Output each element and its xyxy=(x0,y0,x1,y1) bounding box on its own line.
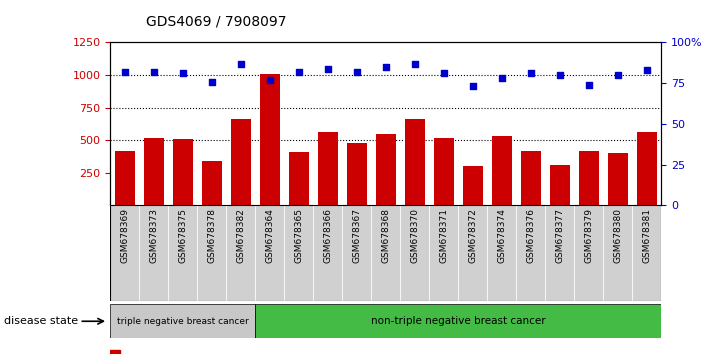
Text: GSM678369: GSM678369 xyxy=(120,208,129,263)
Text: GSM678365: GSM678365 xyxy=(294,208,303,263)
Text: GSM678371: GSM678371 xyxy=(439,208,448,263)
Bar xyxy=(139,205,169,301)
Bar xyxy=(255,205,284,301)
Bar xyxy=(636,132,657,205)
Point xyxy=(293,69,304,75)
Point xyxy=(177,70,188,76)
Bar xyxy=(579,151,599,205)
Text: GSM678368: GSM678368 xyxy=(381,208,390,263)
Point xyxy=(496,75,508,81)
Bar xyxy=(197,205,226,301)
Bar xyxy=(114,150,135,205)
Text: GSM678370: GSM678370 xyxy=(410,208,419,263)
Point xyxy=(554,72,565,78)
Bar xyxy=(342,205,371,301)
Bar xyxy=(603,205,632,301)
Bar xyxy=(400,205,429,301)
Point xyxy=(380,64,391,70)
Point xyxy=(235,61,247,67)
Text: GSM678379: GSM678379 xyxy=(584,208,593,263)
Bar xyxy=(226,205,255,301)
Point xyxy=(409,61,420,67)
Bar xyxy=(255,304,661,338)
Point xyxy=(119,69,130,75)
Bar xyxy=(632,205,661,301)
Text: GSM678375: GSM678375 xyxy=(178,208,187,263)
Text: GSM678374: GSM678374 xyxy=(497,208,506,263)
Bar xyxy=(458,205,487,301)
Point xyxy=(641,67,653,73)
Text: GDS4069 / 7908097: GDS4069 / 7908097 xyxy=(146,14,287,28)
Bar xyxy=(463,166,483,205)
Bar xyxy=(110,205,139,301)
Text: GSM678378: GSM678378 xyxy=(207,208,216,263)
Text: GSM678381: GSM678381 xyxy=(642,208,651,263)
Point xyxy=(206,79,218,84)
Bar xyxy=(429,205,458,301)
Bar xyxy=(201,161,222,205)
Text: GSM678376: GSM678376 xyxy=(526,208,535,263)
Bar xyxy=(487,205,516,301)
Text: GSM678366: GSM678366 xyxy=(324,208,332,263)
Text: GSM678372: GSM678372 xyxy=(469,208,477,263)
Bar xyxy=(173,139,193,205)
Point xyxy=(322,66,333,72)
Text: disease state: disease state xyxy=(4,316,77,326)
Bar xyxy=(608,153,628,205)
Text: GSM678382: GSM678382 xyxy=(236,208,245,263)
Bar xyxy=(405,119,425,205)
Bar xyxy=(491,136,512,205)
Point xyxy=(525,70,536,76)
Text: GSM678364: GSM678364 xyxy=(265,208,274,263)
Text: GSM678377: GSM678377 xyxy=(555,208,565,263)
Bar xyxy=(169,205,197,301)
Text: non-triple negative breast cancer: non-triple negative breast cancer xyxy=(371,316,545,326)
Text: GSM678373: GSM678373 xyxy=(149,208,159,263)
Bar xyxy=(284,205,314,301)
Bar xyxy=(110,350,120,354)
Bar xyxy=(550,165,570,205)
Text: GSM678367: GSM678367 xyxy=(352,208,361,263)
Point xyxy=(583,82,594,88)
Bar xyxy=(520,151,541,205)
Text: GSM678380: GSM678380 xyxy=(613,208,622,263)
Point xyxy=(148,69,159,75)
Point xyxy=(438,70,449,76)
Bar xyxy=(434,138,454,205)
Bar xyxy=(516,205,545,301)
Bar xyxy=(314,205,342,301)
Bar xyxy=(289,152,309,205)
Bar xyxy=(230,119,251,205)
Bar xyxy=(371,205,400,301)
Text: triple negative breast cancer: triple negative breast cancer xyxy=(117,317,249,326)
Bar xyxy=(545,205,574,301)
Point xyxy=(467,84,479,89)
Point xyxy=(351,69,363,75)
Point xyxy=(264,77,275,83)
Bar xyxy=(346,143,367,205)
Bar xyxy=(260,74,280,205)
Bar xyxy=(574,205,603,301)
Bar xyxy=(144,138,164,205)
Bar xyxy=(110,304,255,338)
Point xyxy=(612,72,624,78)
Bar xyxy=(375,134,396,205)
Bar xyxy=(318,132,338,205)
